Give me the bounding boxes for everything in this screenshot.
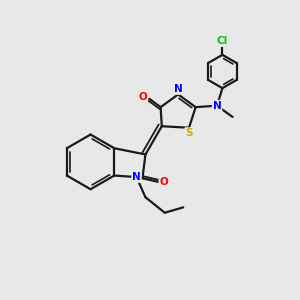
- Text: N: N: [213, 101, 221, 111]
- Text: S: S: [185, 128, 193, 138]
- Text: O: O: [160, 177, 168, 187]
- Text: N: N: [174, 84, 183, 94]
- Text: O: O: [138, 92, 147, 102]
- Text: N: N: [132, 172, 141, 182]
- Text: Cl: Cl: [217, 36, 228, 46]
